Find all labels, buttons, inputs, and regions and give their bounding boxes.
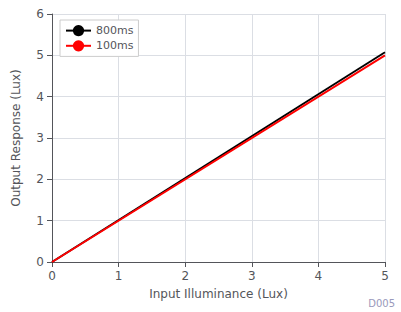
svg-text:4: 4 (36, 90, 44, 104)
svg-text:D005: D005 (368, 298, 395, 309)
svg-text:2: 2 (36, 172, 44, 186)
svg-text:2: 2 (181, 269, 189, 283)
svg-text:5: 5 (36, 48, 44, 62)
svg-text:0: 0 (36, 255, 44, 269)
svg-text:3: 3 (248, 269, 256, 283)
svg-text:6: 6 (36, 7, 44, 21)
svg-text:Input Illuminance (Lux): Input Illuminance (Lux) (149, 287, 288, 301)
svg-text:5: 5 (381, 269, 389, 283)
svg-text:4: 4 (315, 269, 323, 283)
svg-text:Output Response (Lux): Output Response (Lux) (9, 69, 23, 207)
svg-text:1: 1 (36, 214, 44, 228)
svg-text:100ms: 100ms (96, 39, 134, 52)
svg-text:0: 0 (48, 269, 56, 283)
svg-text:3: 3 (36, 131, 44, 145)
svg-text:800ms: 800ms (96, 24, 134, 37)
svg-text:1: 1 (115, 269, 123, 283)
